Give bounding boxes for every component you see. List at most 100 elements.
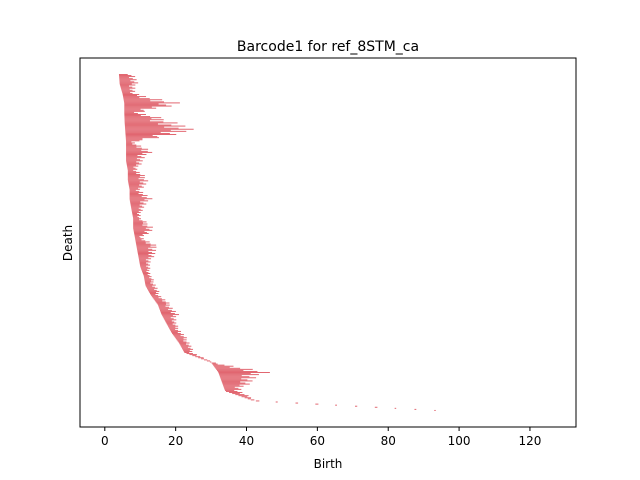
barcode-bar-144 — [133, 225, 148, 227]
barcode-bar-224 — [159, 309, 172, 311]
barcode-bar-245 — [171, 332, 178, 333]
barcode-bar-169 — [137, 251, 153, 253]
barcode-bar-288 — [220, 377, 257, 379]
barcode-bar-294 — [222, 383, 250, 385]
barcode-bar-301 — [225, 390, 238, 392]
barcode-bar-75 — [126, 152, 143, 154]
chart-title: Barcode1 for ref_8STM_ca — [237, 39, 419, 55]
barcode-bar-110 — [129, 189, 136, 191]
barcode-bar-319 — [434, 409, 436, 411]
barcode-bar-312 — [295, 402, 299, 404]
barcode-bar-56 — [125, 132, 170, 134]
barcode-bar-103 — [128, 182, 144, 184]
barcode-bar-313 — [315, 403, 319, 405]
barcode-bar-218 — [157, 303, 167, 305]
barcode-bar-163 — [136, 245, 151, 247]
barcode-bar-157 — [135, 239, 142, 241]
barcode-bar-4 — [119, 78, 133, 80]
barcode-bar-151 — [134, 233, 149, 234]
barcode-bar-282 — [217, 370, 258, 372]
barcode-bar-81 — [126, 159, 141, 161]
barcode-bar-200 — [145, 284, 156, 286]
barcode-bar-88 — [127, 166, 134, 168]
barcode-bar-171 — [138, 254, 149, 256]
barcode-bar-237 — [166, 323, 173, 325]
barcode-bar-91 — [127, 169, 134, 171]
barcode-bar-198 — [145, 282, 151, 284]
barcode-bar-36 — [124, 111, 135, 113]
barcode-bar-14 — [121, 88, 130, 90]
barcode-bar-172 — [138, 255, 152, 257]
barcode-bar-186 — [141, 269, 150, 271]
barcode-bar-52 — [125, 128, 194, 130]
barcode-bar-105 — [128, 184, 140, 186]
barcode-bar-183 — [140, 266, 149, 268]
barcode-bar-40 — [124, 116, 151, 118]
barcode-bar-209 — [150, 294, 156, 296]
barcode-bar-84 — [126, 162, 140, 164]
barcode-bar-292 — [221, 381, 241, 383]
barcode-bar-158 — [135, 240, 146, 242]
barcode-bar-49 — [124, 125, 186, 127]
barcode-bar-60 — [125, 137, 159, 139]
barcode-bar-184 — [140, 267, 151, 269]
barcode-bar-33 — [124, 108, 141, 110]
barcode-bar-50 — [124, 126, 165, 128]
barcode-bar-191 — [143, 275, 150, 277]
barcode-bar-63 — [125, 140, 140, 142]
barcode-bar-70 — [126, 147, 142, 149]
barcode-bar-149 — [133, 230, 145, 232]
barcode-bar-32 — [124, 107, 157, 109]
barcode-bar-45 — [124, 121, 164, 123]
barcode-bar-255 — [179, 342, 190, 344]
barcode-bar-147 — [133, 228, 150, 230]
barcode-bar-278 — [214, 366, 230, 368]
barcode-bar-266 — [189, 354, 197, 356]
barcode-bar-201 — [145, 285, 153, 287]
barcode-bar-109 — [129, 188, 140, 190]
barcode-bar-265 — [186, 353, 193, 355]
x-tick-label-6: 120 — [518, 434, 541, 448]
barcode-bar-296 — [223, 385, 244, 387]
barcode-bar-2 — [119, 76, 136, 78]
barcode-bar-244 — [170, 330, 182, 332]
barcode-bar-71 — [126, 148, 149, 150]
barcode-bar-65 — [126, 142, 135, 144]
barcode-bar-304 — [235, 394, 245, 396]
barcode-bar-293 — [222, 382, 246, 384]
barcode-bar-21 — [123, 96, 147, 98]
barcode-bar-23 — [123, 98, 150, 100]
barcode-bar-308 — [247, 398, 251, 400]
barcode-bar-22 — [123, 97, 140, 99]
barcode-bar-309 — [250, 399, 255, 401]
barcode-bar-219 — [158, 304, 170, 306]
barcode-bar-190 — [143, 274, 148, 276]
barcode-bar-251 — [175, 338, 184, 340]
barcode-bar-246 — [172, 333, 181, 335]
barcode-bar-214 — [154, 299, 166, 301]
barcode-bar-212 — [152, 297, 159, 299]
barcode-bar-274 — [211, 362, 216, 364]
barcode-bar-123 — [130, 203, 147, 205]
barcode-bar-133 — [132, 214, 139, 216]
barcode-bar-269 — [198, 357, 204, 359]
barcode-bar-213 — [153, 298, 162, 300]
barcode-bar-15 — [121, 89, 133, 91]
barcode-bar-243 — [170, 329, 179, 331]
barcode-bar-12 — [120, 86, 133, 88]
barcode-bar-136 — [133, 217, 140, 219]
barcode-bar-73 — [126, 150, 148, 152]
barcode-bar-166 — [137, 248, 153, 250]
barcode-bar-118 — [129, 198, 153, 200]
x-tick-label-4: 80 — [381, 434, 396, 448]
barcode-bar-112 — [129, 191, 144, 193]
barcode-bar-59 — [125, 136, 158, 138]
barcode-bar-271 — [204, 359, 208, 361]
bars-group — [118, 74, 436, 411]
barcode-bar-25 — [123, 100, 151, 102]
barcode-bar-140 — [133, 221, 147, 223]
barcode-bar-273 — [209, 361, 212, 363]
barcode-bar-268 — [195, 356, 201, 358]
barcode-bar-207 — [149, 292, 157, 293]
x-tick-label-1: 20 — [168, 434, 183, 448]
